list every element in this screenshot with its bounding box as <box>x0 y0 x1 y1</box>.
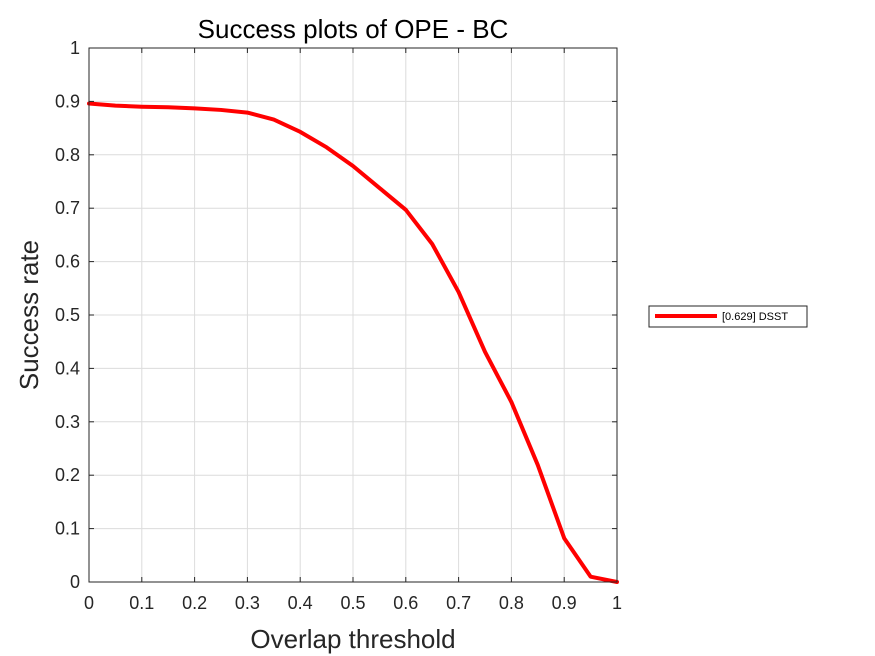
y-tick-label: 0.7 <box>55 198 80 218</box>
data-point <box>167 106 169 108</box>
x-tick-labels: 0 0.1 0.2 0.3 0.4 0.5 0.6 0.7 0.8 0.9 1 <box>84 593 622 613</box>
data-point <box>246 112 248 114</box>
x-tick-label: 0.6 <box>393 593 418 613</box>
data-point <box>141 106 143 108</box>
y-tick-label: 0.8 <box>55 145 80 165</box>
data-point <box>458 291 460 293</box>
x-tick-label: 0.5 <box>340 593 365 613</box>
data-point <box>484 351 486 353</box>
chart-title: Success plots of OPE - BC <box>198 14 509 44</box>
x-tick-label: 0.3 <box>235 593 260 613</box>
y-tick-label: 1 <box>70 38 80 58</box>
legend-box <box>648 305 808 328</box>
data-point <box>405 209 407 211</box>
data-point <box>378 187 380 189</box>
y-tick-label: 0.5 <box>55 305 80 325</box>
y-tick-label: 0.1 <box>55 519 80 539</box>
data-point <box>194 107 196 109</box>
data-point <box>590 576 592 578</box>
x-axis-label: Overlap threshold <box>250 624 455 654</box>
data-point <box>537 464 539 466</box>
y-tick-label: 0 <box>70 572 80 592</box>
data-point <box>431 243 433 245</box>
data-point <box>299 131 301 133</box>
y-tick-label: 0.6 <box>55 252 80 272</box>
x-tick-label: 0.8 <box>499 593 524 613</box>
x-tick-label: 0.9 <box>552 593 577 613</box>
y-tick-label: 0.3 <box>55 412 80 432</box>
data-point <box>273 119 275 121</box>
x-tick-label: 0.2 <box>182 593 207 613</box>
y-tick-label: 0.4 <box>55 358 80 378</box>
x-tick-label: 0 <box>84 593 94 613</box>
data-point <box>510 401 512 403</box>
data-point <box>352 165 354 167</box>
legend: [0.629] DSST <box>648 305 808 328</box>
ticks <box>88 47 618 583</box>
y-tick-labels: 0 0.1 0.2 0.3 0.4 0.5 0.6 0.7 0.8 0.9 1 <box>55 38 80 592</box>
x-tick-label: 0.4 <box>288 593 313 613</box>
data-point <box>326 146 328 148</box>
y-tick-label: 0.9 <box>55 91 80 111</box>
y-tick-label: 0.2 <box>55 465 80 485</box>
data-point <box>220 109 222 111</box>
series-layer <box>87 101 619 584</box>
data-point <box>563 537 565 539</box>
y-axis-label: Success rate <box>14 240 44 390</box>
legend-label-dsst: [0.629] DSST <box>722 311 788 323</box>
x-tick-label: 0.1 <box>129 593 154 613</box>
x-tick-label: 1 <box>612 593 622 613</box>
data-point <box>114 105 116 107</box>
x-tick-label: 0.7 <box>446 593 471 613</box>
